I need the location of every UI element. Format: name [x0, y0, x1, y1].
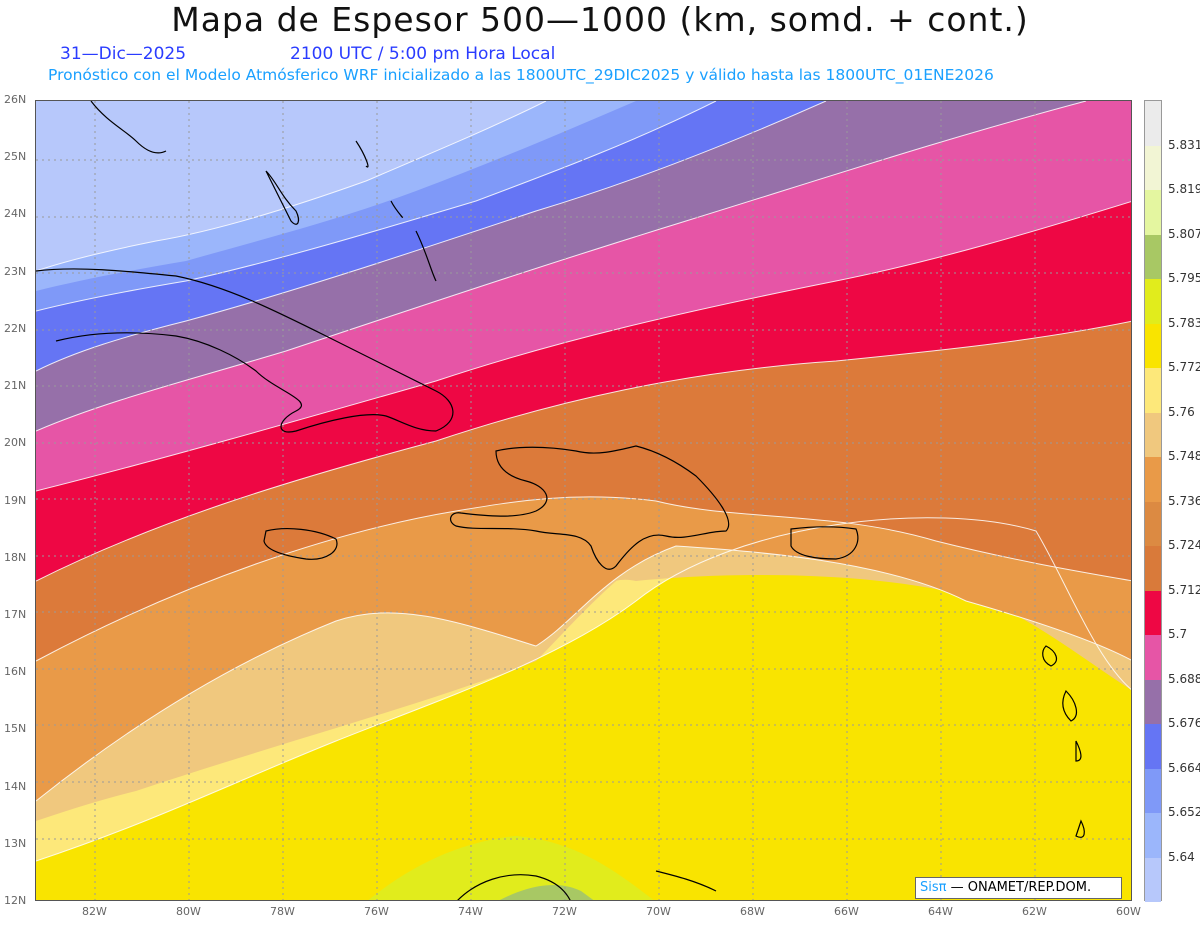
- colorbar-label: 5.724: [1168, 538, 1200, 552]
- band-5807-south: [499, 885, 594, 900]
- band-5640: [36, 101, 546, 271]
- colorbar-segment: [1145, 279, 1161, 324]
- colorbar-label: 5.783: [1168, 315, 1200, 330]
- lon-label: 82W: [82, 905, 107, 918]
- band-5795-south: [368, 836, 654, 900]
- colorbar-label: 5.64: [1168, 849, 1195, 864]
- colorbar-label: 5.795: [1168, 271, 1200, 285]
- map-canvas: [36, 101, 1131, 900]
- lon-label: 60W: [1116, 905, 1141, 918]
- colorbar-segment: [1145, 501, 1161, 546]
- florida-coast: [90, 101, 167, 154]
- band-5783-south: [159, 752, 794, 900]
- lon-label: 62W: [1022, 905, 1047, 918]
- puerto-rico-coast: [790, 526, 859, 560]
- colorbar-segment: [1145, 857, 1161, 902]
- colorbar-segment: [1145, 635, 1161, 680]
- hispaniola-coast: [449, 445, 730, 570]
- colorbar-segment: [1145, 768, 1161, 813]
- lat-label: 22N: [4, 321, 27, 335]
- colorbar: [1144, 100, 1162, 902]
- coastlines: [36, 101, 1085, 900]
- south-america-coast: [457, 874, 571, 900]
- colorbar-segment: [1145, 368, 1161, 413]
- colorbar-label: 5.819: [1168, 182, 1200, 196]
- colorbar-label: 5.676: [1168, 716, 1200, 730]
- bahamas-island: [265, 170, 300, 225]
- colorbar-segment: [1145, 190, 1161, 235]
- forecast-note: Pronóstico con el Modelo Atmósferico WRF…: [48, 66, 994, 84]
- lat-label: 15N: [4, 722, 27, 736]
- time-label: 2100 UTC / 5:00 pm Hora Local: [290, 44, 556, 64]
- colorbar-label: 5.736: [1168, 493, 1200, 508]
- colorbar-label: 5.652: [1168, 805, 1200, 819]
- lat-label: 23N: [4, 264, 27, 278]
- colorbar-segment: [1145, 724, 1161, 769]
- thickness-map: [35, 100, 1132, 901]
- colorbar-label: 5.831: [1168, 137, 1200, 152]
- lat-label: 14N: [4, 779, 27, 793]
- colorbar-label: 5.712: [1168, 582, 1200, 597]
- lon-label: 78W: [270, 905, 295, 918]
- colorbar-segment: [1145, 679, 1161, 724]
- cuba-coast: [36, 268, 454, 433]
- colorbar-segment: [1145, 101, 1161, 146]
- lat-label: 26N: [4, 93, 27, 106]
- credit-box: Sisπ — ONAMET/REP.DOM.: [915, 877, 1122, 899]
- map-title: Mapa de Espesor 500—1000 (km, somd. + co…: [171, 0, 1029, 39]
- date-label: 31—Dic—2025: [60, 44, 187, 64]
- lat-label: 17N: [4, 607, 27, 621]
- colorbar-segment: [1145, 412, 1161, 457]
- colorbar-segment: [1145, 145, 1161, 190]
- colorbar-segment: [1145, 590, 1161, 635]
- colorbar-label: 5.688: [1168, 671, 1200, 686]
- lat-label: 12N: [4, 894, 27, 907]
- lat-label: 16N: [4, 665, 27, 679]
- lon-label: 66W: [834, 905, 859, 918]
- colorbar-segment: [1145, 546, 1161, 591]
- lat-label: 25N: [4, 150, 27, 164]
- colorbar-segment: [1145, 234, 1161, 279]
- colorbar-segment: [1145, 457, 1161, 502]
- lon-label: 68W: [740, 905, 765, 918]
- lat-label: 20N: [4, 436, 27, 450]
- jamaica-coast: [263, 528, 338, 560]
- credit-org: — ONAMET/REP.DOM.: [950, 880, 1092, 895]
- lat-label: 21N: [4, 379, 27, 393]
- lat-label: 19N: [4, 493, 27, 507]
- graticule: [36, 101, 1131, 900]
- colorbar-label: 5.748: [1168, 449, 1200, 463]
- lon-label: 70W: [646, 905, 671, 918]
- lon-label: 74W: [458, 905, 483, 918]
- colorbar-label: 5.807: [1168, 226, 1200, 241]
- colorbar-segment: [1145, 323, 1161, 368]
- colorbar-label: 5.664: [1168, 760, 1200, 775]
- colorbar-segment: [1145, 813, 1161, 858]
- lon-label: 80W: [176, 905, 201, 918]
- colorbar-label: 5.7: [1168, 627, 1188, 641]
- lon-label: 72W: [552, 905, 577, 918]
- colorbar-label: 5.772: [1168, 360, 1200, 374]
- lon-label: 76W: [364, 905, 389, 918]
- lon-label: 64W: [928, 905, 953, 918]
- colorbar-label: 5.76: [1168, 404, 1195, 419]
- lat-label: 13N: [4, 836, 27, 850]
- lat-label: 24N: [4, 207, 27, 221]
- credit-sis: Sisπ: [920, 880, 947, 895]
- contour-lines: [36, 101, 1131, 862]
- lat-label: 18N: [4, 550, 27, 564]
